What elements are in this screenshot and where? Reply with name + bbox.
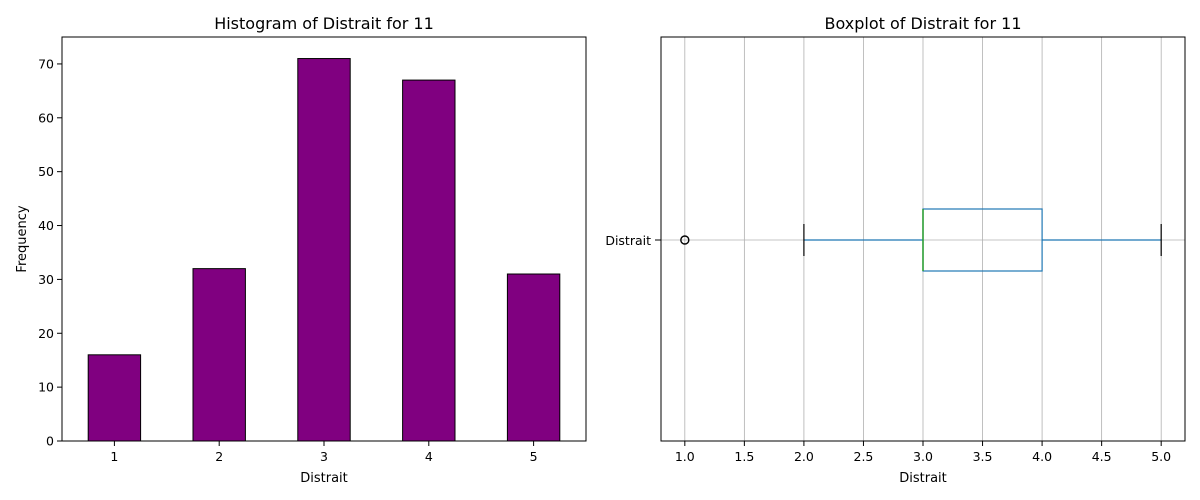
histogram-x-ticks: 1 2 3 4 5 — [110, 441, 538, 464]
histogram-x-tick-label: 4 — [425, 449, 433, 464]
boxplot-x-tick-label: 2.0 — [794, 449, 814, 464]
histogram-y-tick-label: 50 — [38, 164, 54, 179]
histogram-y-tick-label: 70 — [38, 56, 54, 71]
boxplot-x-tick-label: 1.5 — [734, 449, 754, 464]
histogram-x-tick-label: 5 — [530, 449, 538, 464]
boxplot-frame — [660, 36, 1186, 442]
boxplot-x-tick-label: 1.0 — [675, 449, 695, 464]
boxplot-x-tick-label: 4.0 — [1032, 449, 1052, 464]
histogram-panel: Histogram of Distrait for 11 01020304050… — [15, 14, 587, 486]
boxplot-x-tick-label: 2.5 — [854, 449, 874, 464]
boxplot-marks — [680, 208, 1162, 272]
histogram-bars — [87, 58, 561, 442]
boxplot-panel: Boxplot of Distrait for 11 1.0 1.5 2.0 2.5 3… — [605, 14, 1186, 486]
histogram-y-ticks: 0 10 20 30 40 50 60 70 — [38, 56, 62, 449]
boxplot-x-tick-label: 5.0 — [1151, 449, 1171, 464]
histogram-y-tick-label: 40 — [38, 218, 54, 233]
histogram-y-tick-label: 10 — [38, 380, 54, 395]
histogram-y-label: Frequency — [15, 205, 30, 272]
boxplot-x-tick-label: 3.0 — [913, 449, 933, 464]
histogram-bar-5 — [506, 273, 561, 442]
boxplot-x-tick-label: 4.5 — [1092, 449, 1112, 464]
histogram-frame — [61, 36, 587, 442]
histogram-y-tick-label: 60 — [38, 110, 54, 125]
boxplot-category-label: Distrait — [605, 233, 651, 248]
histogram-x-tick-label: 1 — [110, 449, 118, 464]
histogram-x-tick-label: 2 — [215, 449, 223, 464]
histogram-x-label: Distrait — [300, 471, 348, 486]
histogram-bar-2 — [192, 268, 246, 442]
histogram-y-tick-label: 20 — [38, 326, 54, 341]
boxplot-outlier — [680, 235, 690, 245]
histogram-bar-4 — [402, 79, 456, 442]
histogram-y-tick-label: 30 — [38, 272, 54, 287]
histogram-y-tick-label: 0 — [46, 434, 54, 449]
boxplot-x-ticks: 1.0 1.5 2.0 2.5 3.0 3.5 4.0 4.5 5.0 — [675, 441, 1171, 464]
histogram-bar-1 — [87, 354, 142, 442]
histogram-title: Histogram of Distrait for 11 — [214, 14, 434, 33]
boxplot-title: Boxplot of Distrait for 11 — [824, 14, 1021, 33]
histogram-bar-3 — [297, 58, 351, 442]
histogram-x-tick-label: 3 — [320, 449, 328, 464]
boxplot-x-label: Distrait — [899, 471, 947, 486]
boxplot-x-tick-label: 3.5 — [973, 449, 993, 464]
